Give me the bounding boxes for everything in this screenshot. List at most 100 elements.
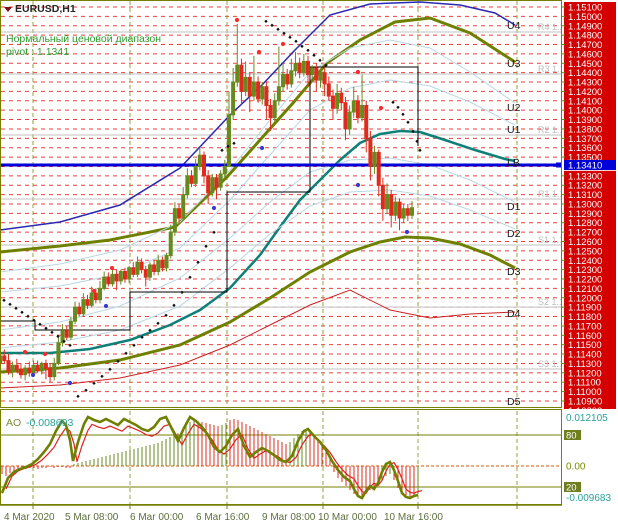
candle-body [214,177,219,188]
fractal-up-marker [22,349,28,355]
price-label-block [564,320,616,331]
candle-body [393,201,398,216]
price-label-block [564,77,616,88]
price-label-block [564,105,616,116]
fractal-down-marker [259,145,265,151]
fractal-up-marker [91,288,97,294]
price-label-block [564,227,616,238]
price-label-block [564,395,616,406]
candle-body [68,320,73,338]
candle-body [322,72,327,85]
price-label-block [564,283,616,294]
price-label-block [564,311,616,322]
candle-body [330,95,335,109]
indicator-panel[interactable]: AO -0.008693 [0,411,561,504]
price-label-block [564,255,616,266]
band-u3 [0,16,516,254]
candle-body [6,360,11,372]
time-axis[interactable]: 4 Mar 2020 5 Mar 08:00 6 Mar 00:00 6 Mar 16… [0,504,562,523]
candle-body [14,364,19,370]
price-label-block [564,11,616,22]
classic-pivot-label: S3 1.1126 [538,359,578,369]
candle-body [118,271,123,282]
candle-body [31,364,36,374]
candle-body [355,100,360,119]
price-label: 1.13200 [568,181,602,192]
price-label-block [564,48,616,59]
lb-price-marker [556,162,561,168]
price-label-block [564,330,616,341]
price-label: 1.13000 [568,199,602,210]
fractal-up-marker [256,49,262,55]
price-label-block [564,86,616,97]
price-label: 1.14100 [568,96,602,107]
candle-body [226,114,231,167]
fractal-up-marker [355,69,361,75]
time-label: 10 Mar 16:00 [384,512,443,523]
price-label: 1.11700 [568,321,602,332]
price-label: 1.12700 [568,228,602,239]
candle-body [56,342,61,364]
candle-body [360,104,365,119]
sar-dot [62,339,66,343]
pivot-band-label: D1 [507,201,521,213]
price-label-block [564,386,616,397]
candle-body [326,83,331,97]
price-label: 1.12900 [568,209,602,220]
candle-body [189,175,194,184]
main-chart-panel[interactable]: U4 U3 U2 U1 LB D1 D2 D3 D4 D5 R4 1.1485 R3 1.1441 R2… [0,1,580,408]
candle-body [405,208,410,216]
price-label: 1.12400 [568,256,602,267]
price-label-block [564,405,616,409]
pivot-band-label: D2 [507,228,521,240]
price-label-block [564,264,616,275]
price-label: 1.14800 [568,31,602,42]
candle-body [335,92,340,109]
candle-body [102,276,107,289]
pivot-band-label: U1 [507,124,521,136]
candle-body [297,62,302,74]
price-label-block [564,152,616,163]
candle-body [185,175,190,196]
price-label: 1.14200 [568,87,602,98]
band-d1 [0,157,516,331]
candle-body [131,267,136,275]
price-label-block [564,142,616,153]
candle-body [197,154,202,167]
candle-body [85,299,90,306]
sar-dot [100,374,104,378]
price-label: 1.14900 [568,21,602,32]
candle-body [289,70,294,85]
symbol-dropdown-icon[interactable] [4,7,12,12]
fractal-down-marker [355,182,361,188]
sar-dot [84,388,88,392]
ao-indicator-label: AO [6,417,21,429]
price-label: 1.13700 [568,134,602,145]
price-label: 1.14300 [568,78,602,89]
price-label-block [564,274,616,285]
candle-body [127,267,132,280]
candle-body [160,259,165,269]
price-label: 1.10800 [568,406,602,417]
classic-pivot-label: S2 1.1192 [538,297,578,307]
candle-body [222,165,227,175]
ao-main-line [0,415,419,500]
time-label: 6 Mar 00:00 [130,512,184,523]
candle-body [285,74,290,85]
price-label-block [564,339,616,350]
level-20-badge [564,482,581,492]
price-scale[interactable]: 1.151001.150001.149001.148001.147001.146… [562,2,616,417]
candle-body [106,276,111,285]
price-label: 1.14500 [568,59,602,70]
price-label-block [564,245,616,256]
price-label-block [564,133,616,144]
current-price-label: 1.13410 [568,161,602,172]
classic-pivot-label: R3 1.1441 [538,64,580,74]
classic-pivot-label: R1 1.1307 [538,189,580,199]
price-label: 1.14400 [568,68,602,79]
candle-body [18,368,23,376]
fractal-down-marker [67,380,73,386]
price-label: 1.11400 [568,350,602,361]
